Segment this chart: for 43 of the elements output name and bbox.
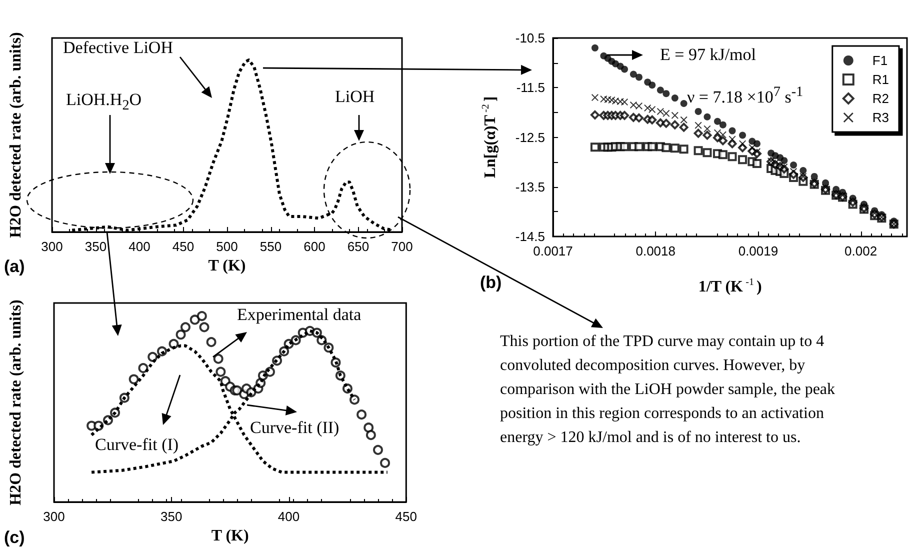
legend-label: R3 — [872, 110, 890, 125]
x-tick-label: 500 — [216, 239, 238, 254]
legend-label: F1 — [872, 53, 888, 68]
x-tick-label: 350 — [84, 239, 107, 254]
annotation: E = 97 kJ/mol — [660, 45, 756, 65]
text: Defective LiOH — [63, 38, 173, 58]
annotation: Curve-fit (I) — [95, 435, 179, 455]
x-tick-label: 0.0019 — [738, 244, 778, 258]
x-tick-label: 450 — [172, 239, 194, 254]
y-tick-label: -11.5 — [516, 80, 545, 96]
x-tick-label: 0.0018 — [636, 244, 676, 258]
annotation: LiOH — [335, 87, 375, 107]
x-tick-label: 300 — [43, 509, 65, 524]
text: (c) — [4, 528, 25, 548]
annotation: LiOH.H$_{2}$O — [66, 90, 142, 116]
text: (b) — [480, 273, 502, 293]
y-tick-label: -10.5 — [515, 30, 545, 46]
x-tick-label: 400 — [278, 509, 300, 524]
x-tick-label: 600 — [304, 239, 326, 254]
y-tick-label: -13.5 — [515, 179, 545, 194]
legend-label: R2 — [872, 91, 890, 106]
x-tick-label: 0.002 — [844, 244, 878, 258]
annotation: ν = 7.18 ×10$^{7}$ s$^{-1}$ — [687, 83, 804, 108]
text: This portion of the TPD curve may contain up to 4 convoluted decomposition curves. However, by comparison with the LiOH powder sample, the peak position in this region corresponds to an activation energy > 120 kJ/mol and is of no interest to us. — [500, 332, 836, 448]
y-axis-title: H2O detected rate (arb. units) — [8, 300, 24, 506]
text: (a) — [4, 257, 25, 277]
x-tick-label: 0.0017 — [533, 244, 573, 258]
x-tick-label: 450 — [395, 509, 418, 524]
y-axis-title: Ln[g(α)T-2] — [480, 96, 499, 178]
y-tick-label: -14.5 — [515, 229, 545, 244]
x-axis-title: T (K) — [211, 528, 249, 544]
y-tick-label: -12.5 — [515, 130, 545, 145]
x-tick-label: 650 — [347, 239, 370, 254]
x-tick-label: 400 — [128, 239, 150, 254]
annotation: Curve-fit (II) — [250, 418, 340, 438]
x-tick-label: 350 — [160, 509, 182, 524]
x-tick-label: 700 — [391, 239, 413, 254]
y-axis-title: H2O detected rate (arb. units) — [8, 32, 24, 238]
x-axis-title: T (K) — [208, 257, 246, 274]
legend-label: R1 — [872, 72, 890, 87]
x-tick-label: 550 — [260, 239, 282, 254]
x-tick-label: 300 — [41, 239, 63, 254]
annotation: Experimental data — [237, 305, 362, 325]
